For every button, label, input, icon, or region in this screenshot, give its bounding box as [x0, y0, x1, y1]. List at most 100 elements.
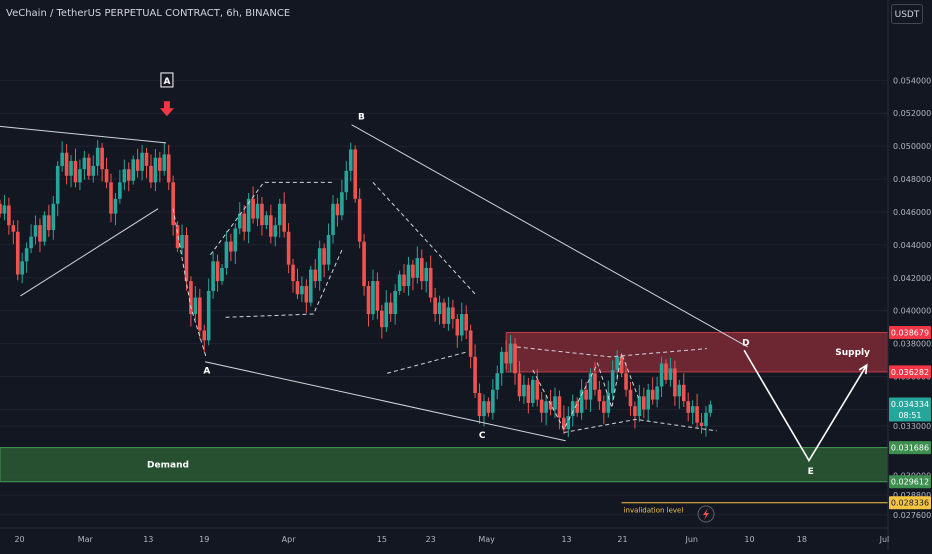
candle [548, 401, 553, 410]
price-badge [889, 496, 931, 510]
candle [593, 373, 597, 390]
candle [531, 379, 535, 403]
grid [0, 79, 888, 516]
candle [468, 330, 473, 357]
trendline-upper-main [351, 124, 748, 348]
candle [198, 297, 202, 331]
candle [69, 160, 73, 176]
x-tick-label: Jun [685, 535, 699, 544]
wave-label: B [358, 112, 365, 122]
candle [158, 157, 162, 171]
price-badge-label: 0.036282 [891, 368, 929, 377]
candle [118, 182, 122, 199]
candle [504, 351, 508, 364]
candle [153, 157, 158, 183]
candle [513, 343, 517, 374]
trendline-lower-left [20, 208, 159, 297]
candle [140, 152, 144, 171]
supply-label: Supply [835, 348, 870, 358]
price-badge-label: 0.034334 [891, 400, 929, 409]
candle [428, 267, 433, 298]
candle [144, 152, 149, 166]
candle [642, 396, 646, 410]
candle [619, 356, 624, 374]
x-tick-label: May [478, 535, 495, 544]
candle [29, 236, 33, 249]
candle [162, 154, 167, 171]
candle [455, 318, 460, 336]
candle [180, 235, 184, 249]
candle [575, 401, 579, 413]
price-badges: 0.038679 0.036282 0.034334 08:51 0.031686 0.0… [889, 325, 931, 510]
dashed-wedge-upper [372, 182, 478, 297]
candle [251, 198, 255, 219]
candle [149, 165, 153, 183]
wave-label: D [742, 339, 749, 349]
y-tick-label: 0.033000 [893, 422, 931, 431]
price-badge-label: 0.038679 [891, 328, 929, 337]
candle [699, 422, 704, 426]
candle [2, 205, 7, 214]
candle [184, 235, 189, 282]
candle [437, 302, 442, 315]
candle [7, 205, 11, 226]
candle [695, 406, 699, 423]
candle [406, 264, 411, 287]
candle [206, 290, 211, 341]
candle [135, 159, 140, 171]
currency-button[interactable]: USDT [891, 4, 923, 24]
price-badge [889, 325, 931, 339]
candle [246, 198, 251, 232]
candle [393, 290, 397, 315]
candle [433, 297, 437, 315]
y-tick-label: 0.052000 [893, 109, 931, 118]
candle [655, 386, 659, 400]
candle [273, 225, 278, 237]
price-badge [889, 397, 931, 422]
candle [708, 404, 713, 413]
candle [0, 203, 2, 214]
candle [335, 203, 340, 216]
y-tick-label: 0.046000 [893, 208, 931, 217]
candle [615, 356, 619, 370]
candle [526, 384, 531, 403]
candle [486, 401, 491, 413]
y-tick-label: 0.054000 [893, 76, 931, 85]
candle [122, 169, 127, 183]
candle [451, 307, 455, 319]
lightning-icon-ring [697, 505, 715, 523]
candle [166, 154, 171, 183]
candle [686, 401, 690, 413]
price-badge [889, 365, 931, 379]
x-tick-label: 13 [143, 535, 153, 544]
candle [87, 157, 91, 176]
misc [697, 505, 715, 523]
dashed-triangle-upper [516, 346, 707, 358]
x-tick-label: 23 [426, 535, 436, 544]
candle [402, 274, 406, 287]
price-badge-label: 0.028336 [891, 499, 929, 508]
x-tick-label: 18 [797, 535, 807, 544]
projection-arrowhead [858, 363, 868, 375]
dashed-box-lower [225, 247, 344, 318]
demand-zone [0, 447, 889, 483]
candle [384, 302, 389, 328]
candle [202, 330, 207, 341]
candle [646, 389, 651, 410]
candle [673, 368, 677, 397]
candles [0, 140, 713, 437]
lightning-icon[interactable] [697, 505, 715, 523]
wave-label: A [203, 367, 210, 377]
candle [362, 241, 366, 287]
candle [300, 286, 304, 295]
wave-label: E [808, 467, 814, 477]
candle [304, 286, 309, 303]
candle [126, 169, 131, 181]
candle [264, 215, 269, 226]
candle [464, 314, 468, 331]
time-axis: 20 Mar 13 19 Apr 15 23 May 13 21 Jun 10 18 Jul [0, 527, 889, 544]
candle [20, 261, 24, 275]
candle [579, 389, 584, 413]
